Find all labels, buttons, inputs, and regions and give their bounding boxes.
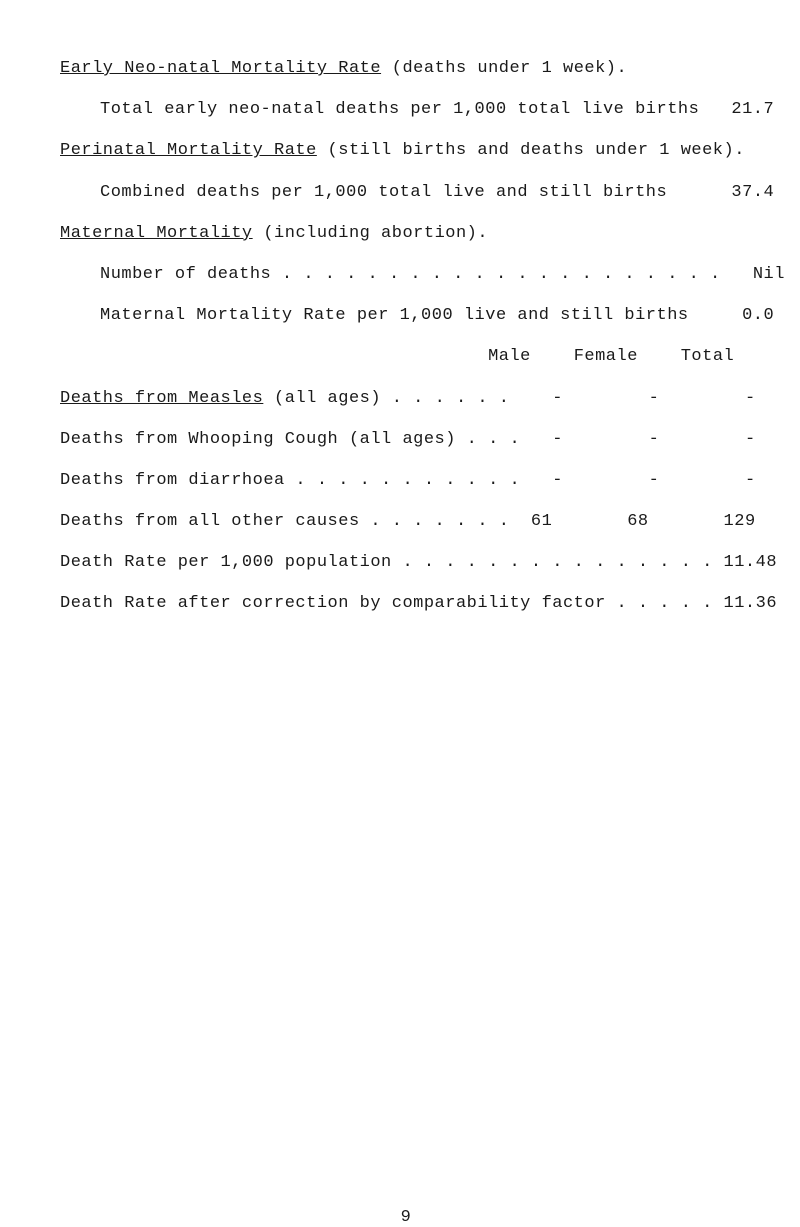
value: Nil (753, 265, 785, 284)
row-label-u: Deaths from Measles (60, 389, 263, 408)
heading-tail: (deaths under 1 week). (381, 59, 627, 78)
maternal-heading: Maternal Mortality (including abortion). (60, 220, 752, 247)
table-row: Deaths from all other causes . . . . . .… (60, 508, 752, 535)
cell-male: - (552, 389, 563, 408)
cell-female: - (649, 389, 660, 408)
early-neonatal-heading: Early Neo-natal Mortality Rate (deaths u… (60, 55, 752, 82)
label: Death Rate after correction by comparabi… (60, 594, 713, 613)
cell-female: - (649, 430, 660, 449)
col-male: Male (488, 347, 531, 366)
maternal-line-1: Number of deaths . . . . . . . . . . . .… (60, 261, 752, 288)
col-female: Female (574, 347, 638, 366)
cell-female: 68 (627, 512, 648, 531)
cell-total: - (745, 389, 756, 408)
value: 21.7 (731, 100, 774, 119)
table-header: Male Female Total (60, 343, 752, 370)
value: 11.48 (724, 553, 778, 572)
heading-underline: Early Neo-natal Mortality Rate (60, 59, 381, 78)
cell-total: 129 (724, 512, 756, 531)
value: 37.4 (731, 183, 774, 202)
page: Early Neo-natal Mortality Rate (deaths u… (0, 0, 800, 1227)
cell-total: - (745, 430, 756, 449)
row-label-tail: Deaths from all other causes . . . . . .… (60, 512, 509, 531)
cell-female: - (649, 471, 660, 490)
death-rate-1: Death Rate per 1,000 population . . . . … (60, 549, 752, 576)
cell-total: - (745, 471, 756, 490)
label: Death Rate per 1,000 population . . . . … (60, 553, 713, 572)
table-row: Deaths from diarrhoea . . . . . . . . . … (60, 467, 752, 494)
col-total: Total (681, 347, 735, 366)
label: Number of deaths . . . . . . . . . . . .… (100, 265, 721, 284)
row-label-tail: (all ages) . . . . . . (263, 389, 509, 408)
heading-tail: (still births and deaths under 1 week). (317, 141, 745, 160)
page-number: 9 (60, 1208, 752, 1227)
label: Total early neo-natal deaths per 1,000 t… (100, 100, 699, 119)
row-label-tail: Deaths from Whooping Cough (all ages) . … (60, 430, 520, 449)
label: Maternal Mortality Rate per 1,000 live a… (100, 306, 689, 325)
maternal-line-2: Maternal Mortality Rate per 1,000 live a… (60, 302, 752, 329)
value: 0.0 (742, 306, 774, 325)
death-rate-2: Death Rate after correction by comparabi… (60, 590, 752, 617)
heading-underline: Perinatal Mortality Rate (60, 141, 317, 160)
cell-male: - (552, 430, 563, 449)
value: 11.36 (724, 594, 778, 613)
perinatal-heading: Perinatal Mortality Rate (still births a… (60, 137, 752, 164)
row-label-tail: Deaths from diarrhoea . . . . . . . . . … (60, 471, 520, 490)
label: Combined deaths per 1,000 total live and… (100, 183, 667, 202)
heading-tail: (including abortion). (253, 224, 488, 243)
table-row: Deaths from Measles (all ages) . . . . .… (60, 385, 752, 412)
table-row: Deaths from Whooping Cough (all ages) . … (60, 426, 752, 453)
perinatal-line: Combined deaths per 1,000 total live and… (60, 179, 752, 206)
cell-male: 61 (531, 512, 552, 531)
cell-male: - (552, 471, 563, 490)
early-neonatal-line: Total early neo-natal deaths per 1,000 t… (60, 96, 752, 123)
heading-underline: Maternal Mortality (60, 224, 253, 243)
